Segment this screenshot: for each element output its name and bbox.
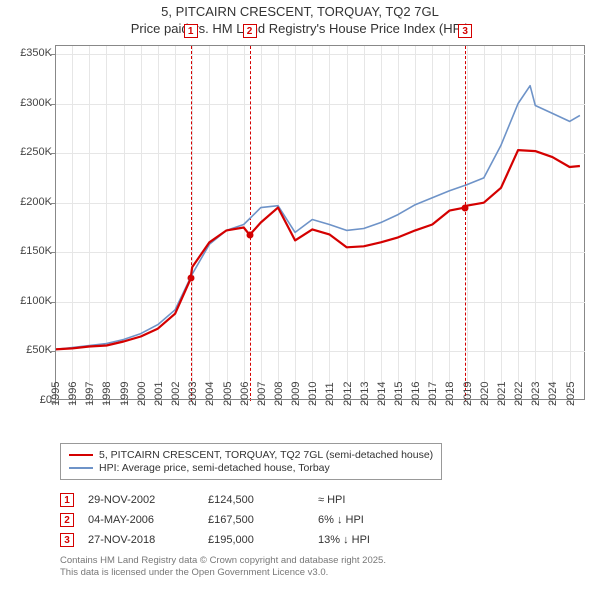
x-tick-label: 2005 <box>222 382 234 406</box>
x-tick-label: 2000 <box>136 382 148 406</box>
x-tick-label: 2004 <box>204 382 216 406</box>
y-tick-label: £200K <box>2 196 52 208</box>
sale-diff: ≈ HPI <box>318 494 418 506</box>
x-tick-label: 2002 <box>170 382 182 406</box>
sale-date: 04-MAY-2006 <box>88 514 208 526</box>
sale-price: £124,500 <box>208 494 318 506</box>
sale-index-box: 1 <box>60 493 74 507</box>
footer-attribution: Contains HM Land Registry data © Crown c… <box>60 555 386 579</box>
footer-line-1: Contains HM Land Registry data © Crown c… <box>60 555 386 567</box>
x-tick-label: 2010 <box>307 382 319 406</box>
legend-label: 5, PITCAIRN CRESCENT, TORQUAY, TQ2 7GL (… <box>99 449 433 461</box>
sales-table: 1 29-NOV-2002£124,500≈ HPI 2 04-MAY-2006£16… <box>60 490 418 550</box>
legend-item: 5, PITCAIRN CRESCENT, TORQUAY, TQ2 7GL (… <box>69 449 433 461</box>
x-tick-label: 2015 <box>393 382 405 406</box>
y-tick-label: £100K <box>2 295 52 307</box>
x-tick-label: 2024 <box>547 382 559 406</box>
x-tick-label: 2014 <box>376 382 388 406</box>
sale-row: 3 27-NOV-2018£195,00013% ↓ HPI <box>60 530 418 550</box>
x-tick-label: 2007 <box>256 382 268 406</box>
title-line-1: 5, PITCAIRN CRESCENT, TORQUAY, TQ2 7GL <box>0 4 600 21</box>
x-tick-label: 2006 <box>239 382 251 406</box>
sale-index-box: 2 <box>60 513 74 527</box>
y-tick-label: £150K <box>2 245 52 257</box>
x-tick-label: 1997 <box>84 382 96 406</box>
x-tick-label: 2020 <box>479 382 491 406</box>
x-tick-label: 2016 <box>410 382 422 406</box>
x-tick-label: 2009 <box>290 382 302 406</box>
x-tick-label: 2008 <box>273 382 285 406</box>
x-tick-label: 2003 <box>187 382 199 406</box>
legend-item: HPI: Average price, semi-detached house,… <box>69 462 433 474</box>
legend-label: HPI: Average price, semi-detached house,… <box>99 462 330 474</box>
chart-title-block: 5, PITCAIRN CRESCENT, TORQUAY, TQ2 7GL P… <box>0 0 600 40</box>
title-line-2: Price paid vs. HM Land Registry's House … <box>0 21 600 38</box>
legend-swatch <box>69 467 93 469</box>
sale-diff: 6% ↓ HPI <box>318 514 418 526</box>
sale-row: 2 04-MAY-2006£167,5006% ↓ HPI <box>60 510 418 530</box>
sale-row: 1 29-NOV-2002£124,500≈ HPI <box>60 490 418 510</box>
sale-date: 29-NOV-2002 <box>88 494 208 506</box>
sale-marker-box: 2 <box>243 24 257 38</box>
chart-lines-svg <box>55 46 585 401</box>
x-tick-label: 2021 <box>496 382 508 406</box>
x-tick-label: 2025 <box>565 382 577 406</box>
x-tick-label: 2017 <box>427 382 439 406</box>
x-tick-label: 2012 <box>342 382 354 406</box>
y-tick-label: £350K <box>2 47 52 59</box>
x-tick-label: 1996 <box>67 382 79 406</box>
y-tick-label: £250K <box>2 146 52 158</box>
y-tick-label: £50K <box>2 344 52 356</box>
sale-date: 27-NOV-2018 <box>88 534 208 546</box>
x-tick-label: 1999 <box>119 382 131 406</box>
sale-price: £195,000 <box>208 534 318 546</box>
x-tick-label: 2001 <box>153 382 165 406</box>
x-tick-label: 2011 <box>324 382 336 406</box>
sale-index-box: 3 <box>60 533 74 547</box>
series-line-hpi <box>55 86 580 350</box>
x-tick-label: 2018 <box>444 382 456 406</box>
y-tick-label: £0 <box>2 394 52 406</box>
series-line-price_paid <box>55 150 580 349</box>
x-tick-label: 2013 <box>359 382 371 406</box>
x-tick-label: 1995 <box>50 382 62 406</box>
footer-line-2: This data is licensed under the Open Gov… <box>60 567 386 579</box>
x-tick-label: 2023 <box>530 382 542 406</box>
x-tick-label: 2022 <box>513 382 525 406</box>
sale-marker-box: 1 <box>184 24 198 38</box>
sale-marker-box: 3 <box>458 24 472 38</box>
y-tick-label: £300K <box>2 97 52 109</box>
x-tick-label: 1998 <box>101 382 113 406</box>
chart-legend: 5, PITCAIRN CRESCENT, TORQUAY, TQ2 7GL (… <box>60 443 442 480</box>
chart-plot-area: 123 <box>55 45 585 400</box>
legend-swatch <box>69 454 93 456</box>
y-axis-line <box>55 46 56 401</box>
x-tick-label: 2019 <box>462 382 474 406</box>
sale-price: £167,500 <box>208 514 318 526</box>
sale-diff: 13% ↓ HPI <box>318 534 418 546</box>
